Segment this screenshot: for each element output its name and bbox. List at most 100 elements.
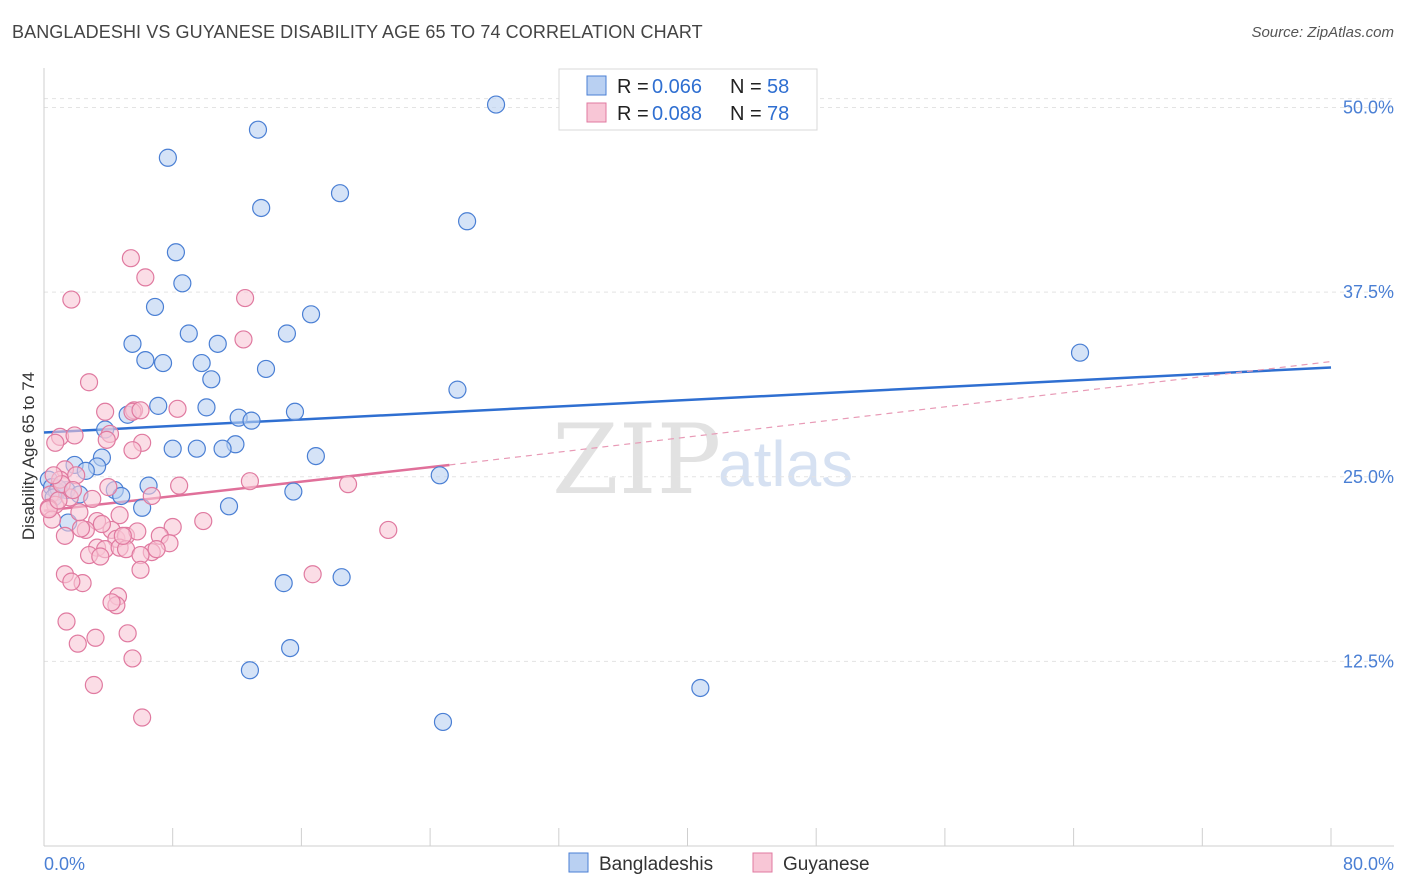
point-bangladeshi — [219, 497, 239, 516]
point-guyanese — [70, 503, 89, 522]
point-guyanese — [99, 478, 118, 497]
x-tick-label-max: 80.0% — [1343, 854, 1394, 874]
legend-n-label-1: N = — [730, 76, 762, 98]
point-bangladeshi — [173, 274, 192, 293]
source-credit: Source: ZipAtlas.com — [1251, 24, 1394, 41]
point-bangladeshi — [112, 486, 131, 506]
point-guyanese — [44, 466, 63, 485]
x-tick-label-min: 0.0% — [44, 854, 85, 874]
legend-n-value-1: 58 — [767, 76, 789, 98]
point-guyanese — [71, 519, 91, 538]
point-bangladeshi — [197, 398, 216, 417]
chart-title: BANGLADESHI VS GUYANESE DISABILITY AGE 6… — [12, 22, 703, 42]
point-guyanese — [91, 547, 110, 566]
point-bangladeshi — [448, 380, 467, 399]
point-bangladeshi — [213, 439, 232, 458]
point-guyanese — [133, 708, 152, 727]
trend-line-guyanese-extension — [449, 360, 1332, 466]
y-tick-label: 25.0% — [1343, 467, 1394, 487]
point-bangladeshi — [433, 712, 453, 732]
point-bangladeshi — [306, 446, 325, 466]
legend-swatch-bangladeshis — [586, 75, 607, 96]
point-guyanese — [113, 526, 132, 545]
point-bangladeshi — [158, 148, 177, 167]
legend-r-label-1: R = — [617, 76, 649, 98]
point-guyanese — [55, 526, 75, 545]
gridlines — [44, 98, 1394, 662]
series-label-bangladeshis: Bangladeshis — [599, 854, 713, 875]
y-tick-labels: 12.5% 25.0% 37.5% 50.0% — [1343, 98, 1394, 672]
point-guyanese — [84, 675, 103, 695]
point-guyanese — [110, 506, 129, 525]
point-guyanese — [79, 373, 99, 392]
point-bangladeshi — [285, 402, 305, 421]
point-guyanese — [123, 649, 142, 668]
point-guyanese — [131, 560, 150, 579]
legend-n-value-2: 78 — [767, 103, 789, 125]
legend-r-label-2: R = — [617, 103, 649, 125]
point-guyanese — [123, 441, 142, 460]
point-guyanese — [92, 514, 112, 534]
point-guyanese — [49, 491, 68, 510]
point-guyanese — [131, 401, 150, 420]
point-bangladeshi — [163, 439, 182, 458]
point-guyanese — [62, 290, 81, 309]
point-bangladeshi — [332, 568, 351, 587]
y-axis-label: Disability Age 65 to 74 — [19, 372, 38, 540]
point-bangladeshi — [242, 411, 261, 430]
point-bangladeshi — [301, 305, 321, 324]
point-guyanese — [235, 288, 255, 308]
point-guyanese — [118, 624, 137, 643]
point-guyanese — [46, 433, 65, 452]
series-swatch-guyanese — [752, 852, 773, 873]
series-legend: Bangladeshis Guyanese — [568, 852, 870, 875]
point-bangladeshi — [330, 184, 350, 203]
point-bangladeshi — [179, 324, 198, 343]
watermark-atlas: atlas — [718, 428, 853, 500]
y-tick-label: 37.5% — [1343, 282, 1394, 302]
point-bangladeshi — [187, 439, 206, 458]
correlation-legend: R = 0.066 N = 58 R = 0.088 N = 78 — [558, 68, 818, 131]
point-bangladeshi — [153, 353, 173, 373]
point-guyanese — [168, 399, 187, 418]
point-bangladeshi — [192, 353, 211, 373]
legend-r-value-2: 0.088 — [652, 103, 702, 125]
legend-swatch-guyanese — [586, 102, 607, 123]
y-tick-label: 50.0% — [1343, 98, 1394, 118]
point-bangladeshi — [284, 482, 303, 501]
point-bangladeshi — [430, 466, 449, 485]
point-guyanese — [142, 486, 161, 506]
point-bangladeshi — [145, 297, 165, 317]
point-bangladeshi — [248, 120, 268, 139]
point-guyanese — [97, 430, 116, 449]
point-bangladeshi — [277, 324, 297, 343]
point-guyanese — [63, 480, 83, 500]
point-bangladeshi — [691, 678, 710, 698]
point-guyanese — [240, 472, 260, 491]
point-bangladeshi — [252, 198, 271, 218]
point-bangladeshi — [149, 396, 168, 415]
point-bangladeshi — [133, 498, 152, 517]
point-bangladeshi — [486, 95, 506, 114]
legend-r-value-1: 0.066 — [652, 76, 702, 98]
point-guyanese — [62, 572, 81, 591]
point-guyanese — [338, 475, 358, 494]
point-bangladeshi — [202, 370, 221, 389]
series-label-guyanese: Guyanese — [783, 854, 870, 875]
point-guyanese — [121, 249, 140, 268]
point-bangladeshi — [256, 359, 276, 379]
point-guyanese — [83, 489, 102, 509]
y-tick-label: 12.5% — [1343, 651, 1394, 671]
point-bangladeshi — [281, 638, 300, 658]
point-guyanese — [303, 565, 322, 584]
point-bangladeshi — [123, 334, 142, 353]
point-guyanese — [68, 634, 87, 653]
point-bangladeshi — [136, 350, 155, 370]
point-guyanese — [194, 511, 213, 531]
point-guyanese — [65, 426, 84, 445]
point-bangladeshi — [458, 212, 477, 231]
point-bangladeshi — [166, 243, 186, 262]
point-bangladeshi — [274, 574, 293, 593]
point-guyanese — [57, 612, 76, 631]
